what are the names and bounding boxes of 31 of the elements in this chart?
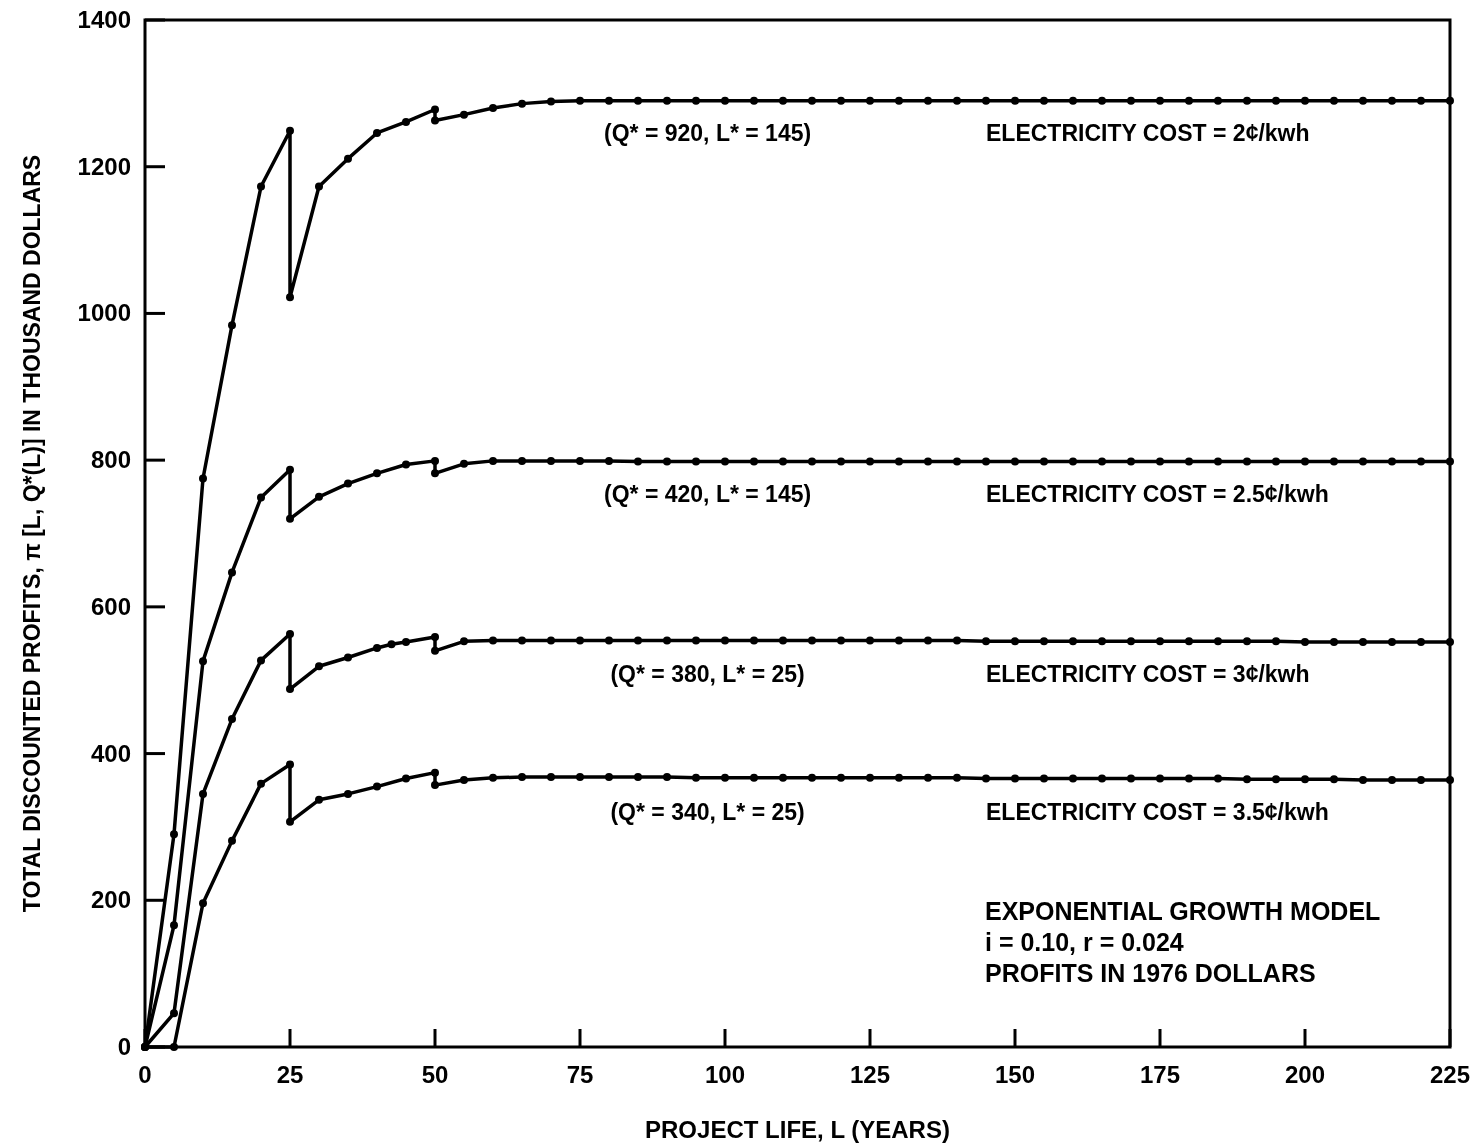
x-tick-label: 50	[421, 1061, 449, 1088]
x-tick-label: 225	[1429, 1061, 1471, 1088]
y-tick-label: 600	[90, 592, 131, 620]
y-tick-label: 400	[90, 739, 131, 767]
x-tick-label: 25	[276, 1061, 304, 1088]
annotation: i = 0.10, r = 0.024	[985, 928, 1184, 957]
y-tick-label: 0	[117, 1033, 131, 1060]
annotation: EXPONENTIAL GROWTH MODEL	[985, 897, 1381, 926]
x-axis-title: PROJECT LIFE, L (YEARS)	[645, 1116, 950, 1143]
annotation: (Q* = 420, L* = 145)	[604, 480, 812, 507]
x-tick-label: 100	[704, 1061, 746, 1088]
annotation: PROFITS IN 1976 DOLLARS	[985, 959, 1316, 988]
x-tick-label: 150	[994, 1061, 1036, 1088]
y-axis-title: TOTAL DISCOUNTED PROFITS, π [L, Q*(L)] IN THOUSAND DOLLARS	[19, 154, 45, 913]
series-label: ELECTRICITY COST = 2¢/kwh	[986, 119, 1310, 146]
y-tick-label: 1000	[77, 299, 131, 327]
y-tick-label: 200	[90, 886, 131, 914]
annotation: (Q* = 340, L* = 25)	[610, 798, 805, 825]
x-tick-label: 75	[566, 1061, 594, 1088]
x-tick-label: 200	[1284, 1061, 1326, 1088]
x-tick-label: 0	[138, 1061, 152, 1088]
y-tick-label: 1200	[77, 152, 131, 180]
x-tick-label: 125	[849, 1061, 891, 1088]
y-tick-label: 800	[90, 446, 131, 474]
y-tick-label: 1400	[77, 6, 131, 33]
series-label: ELECTRICITY COST = 3.5¢/kwh	[986, 798, 1329, 825]
series-label: ELECTRICITY COST = 2.5¢/kwh	[986, 480, 1329, 507]
series-label: ELECTRICITY COST = 3¢/kwh	[986, 661, 1310, 688]
annotation: (Q* = 380, L* = 25)	[610, 661, 805, 688]
annotation: (Q* = 920, L* = 145)	[604, 119, 812, 146]
x-tick-label: 175	[1139, 1061, 1181, 1088]
